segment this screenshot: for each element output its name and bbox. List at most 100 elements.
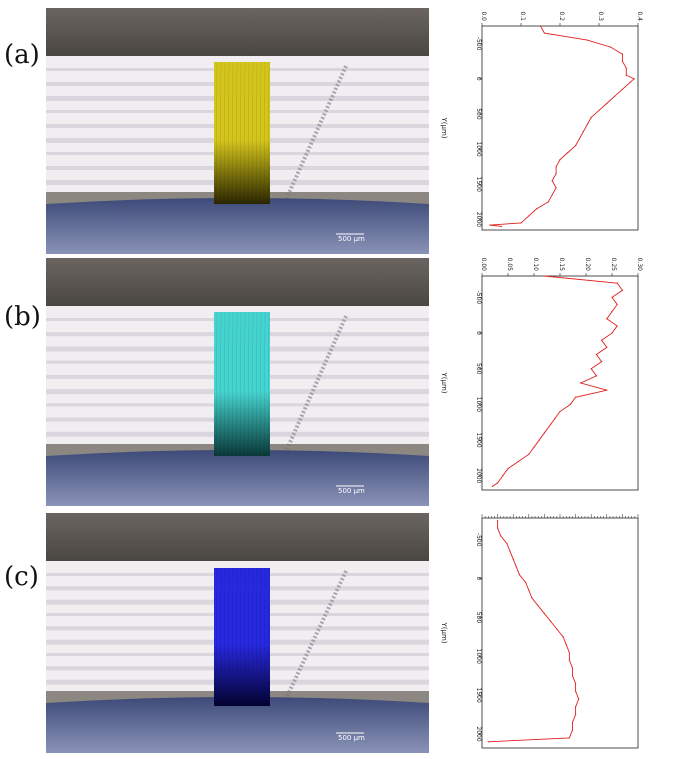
data-point — [621, 60, 623, 62]
data-point — [606, 389, 608, 391]
data-point — [586, 123, 588, 126]
data-point — [491, 485, 493, 488]
stain-texture — [239, 61, 242, 205]
data-point — [568, 737, 570, 739]
data-point — [606, 346, 608, 348]
stain-texture — [255, 567, 258, 707]
profile-plot-a: 0.0 0.1 0.2 0.3 0.4 -500 0 500 1000 1500 2000 Y(μm) — [434, 4, 688, 254]
coating-top-band — [46, 258, 429, 306]
data-point — [625, 74, 627, 76]
data-point — [621, 88, 623, 90]
data-point — [575, 706, 577, 708]
panel-label-b: (b) — [4, 302, 41, 332]
series-line — [488, 520, 580, 743]
coating-top-band — [46, 513, 429, 561]
data-point — [538, 439, 540, 441]
panel-label-c: (c) — [4, 562, 39, 592]
x-tick-label: 0.2 — [558, 11, 565, 21]
y-tick-label: 1500 — [475, 177, 482, 192]
data-point — [506, 543, 508, 545]
data-point — [586, 39, 588, 41]
stain-overlay — [214, 568, 270, 706]
crack-line — [282, 570, 348, 704]
stain-texture — [231, 311, 234, 457]
stain-texture — [239, 311, 242, 457]
data-point — [515, 566, 517, 568]
data-point — [569, 403, 571, 405]
data-point — [528, 215, 530, 217]
data-point — [611, 332, 613, 334]
x-tick-label: 0.10 — [532, 258, 539, 272]
x-tick-label: 0.05 — [506, 258, 513, 272]
data-point — [578, 698, 580, 700]
data-point — [489, 224, 491, 226]
data-point — [555, 173, 557, 175]
data-point — [565, 644, 567, 646]
stain-texture — [263, 311, 266, 457]
stain-texture — [239, 567, 242, 707]
y-tick-label: 500 — [475, 108, 482, 120]
stain-overlay — [214, 312, 270, 456]
x-tick-label: 0.25 — [610, 258, 617, 272]
data-point — [601, 339, 603, 341]
stain-texture — [243, 567, 246, 707]
y-tick-label: 1000 — [475, 649, 482, 664]
data-point — [601, 361, 603, 363]
y-tick-label: 500 — [475, 363, 482, 375]
data-point — [625, 67, 627, 69]
y-tick-label: 0 — [475, 331, 482, 335]
micrograph-a: 500 μm — [46, 8, 429, 254]
profile-plot-c: -500 0 500 1000 1500 2000 Y(μm) — [434, 512, 688, 758]
y-tick-label: 2000 — [475, 726, 482, 741]
scale-bar-label: 500 μm — [338, 487, 365, 495]
data-point — [571, 729, 574, 731]
data-point — [547, 201, 549, 203]
y-tick-label: 0 — [475, 577, 482, 581]
data-point — [543, 275, 545, 277]
data-point — [621, 53, 623, 55]
data-point — [497, 482, 499, 484]
data-point — [575, 713, 577, 716]
data-point — [575, 396, 577, 398]
data-point — [537, 605, 539, 607]
stain-texture — [263, 567, 266, 707]
stain-texture — [231, 61, 234, 205]
data-point — [629, 81, 631, 83]
data-point — [582, 130, 584, 133]
substrate-region — [46, 697, 429, 753]
stain-texture — [251, 311, 254, 457]
data-point — [518, 574, 521, 576]
x-tick-label: 0.30 — [636, 258, 643, 272]
data-point — [575, 144, 577, 147]
crack-line — [282, 315, 348, 457]
data-point — [551, 194, 553, 196]
data-point — [614, 95, 616, 97]
data-point — [559, 410, 561, 413]
data-point — [525, 581, 527, 584]
series-line — [492, 275, 624, 487]
data-point — [571, 667, 574, 669]
data-point — [539, 25, 542, 27]
data-point — [595, 375, 597, 377]
data-point — [507, 468, 509, 470]
panel-label-a: (a) — [4, 40, 40, 70]
profile-plot-b: 0.00 0.05 0.10 0.15 0.20 0.25 0.30 -500 0 500 1000… — [434, 256, 688, 512]
stain-texture — [255, 311, 258, 457]
y-tick-label: 1000 — [475, 141, 482, 156]
stain-texture — [219, 61, 222, 205]
data-point — [536, 208, 538, 210]
data-point — [580, 382, 582, 384]
plot-frame — [481, 25, 639, 231]
crack-line — [282, 65, 348, 205]
data-point — [571, 721, 574, 723]
stain-texture — [243, 61, 246, 205]
data-point — [531, 597, 533, 599]
stain-texture — [219, 311, 222, 457]
data-point — [528, 589, 530, 591]
data-point — [502, 475, 504, 477]
data-point — [512, 558, 514, 560]
y-axis-label: Y(μm) — [440, 371, 448, 393]
y-axis-label: Y(μm) — [440, 621, 448, 643]
data-point — [533, 446, 535, 448]
stain-texture — [223, 61, 226, 205]
